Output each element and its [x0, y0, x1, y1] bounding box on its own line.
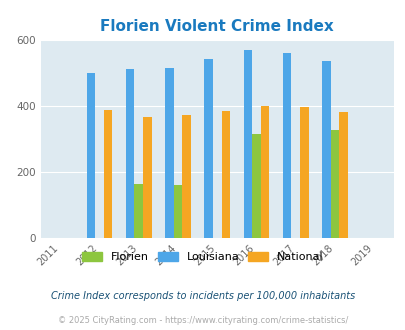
Bar	[173, 185, 182, 238]
Bar	[126, 69, 134, 238]
Bar	[330, 130, 339, 238]
Text: © 2025 CityRating.com - https://www.cityrating.com/crime-statistics/: © 2025 CityRating.com - https://www.city…	[58, 316, 347, 325]
Bar	[282, 53, 291, 238]
Bar	[221, 111, 230, 238]
Bar	[86, 73, 95, 238]
Bar	[104, 110, 112, 238]
Bar	[243, 50, 252, 238]
Bar	[299, 107, 308, 238]
Bar	[252, 134, 260, 238]
Bar	[321, 61, 330, 238]
Title: Florien Violent Crime Index: Florien Violent Crime Index	[100, 19, 333, 34]
Text: Crime Index corresponds to incidents per 100,000 inhabitants: Crime Index corresponds to incidents per…	[51, 291, 354, 301]
Bar	[260, 106, 269, 238]
Bar	[164, 68, 173, 238]
Bar	[182, 115, 190, 238]
Bar	[134, 184, 143, 238]
Bar	[143, 117, 151, 238]
Legend: Florien, Louisiana, National: Florien, Louisiana, National	[77, 248, 328, 267]
Bar	[339, 112, 347, 238]
Bar	[204, 59, 212, 238]
